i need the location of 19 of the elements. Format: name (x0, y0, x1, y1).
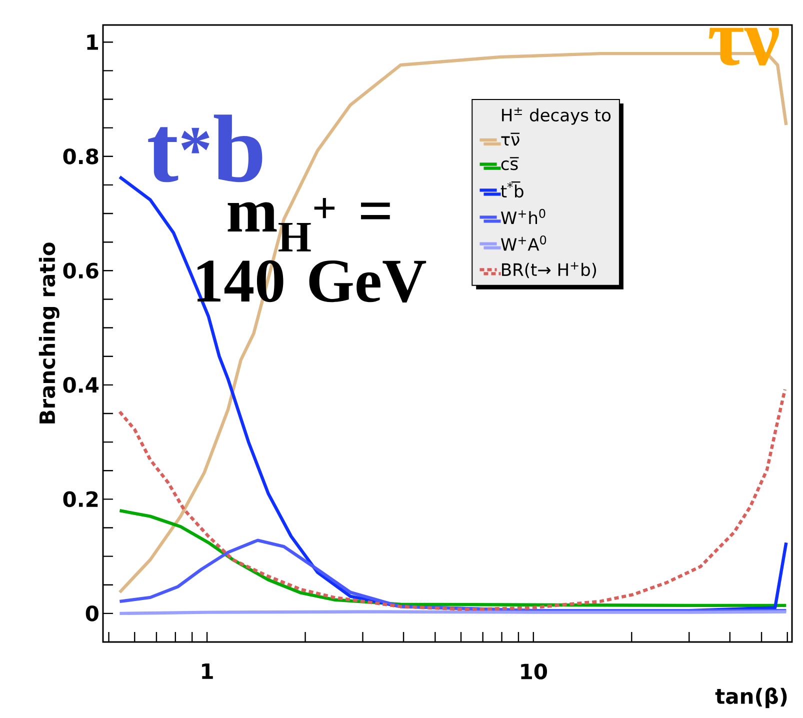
y-tick-label: 0.2 (63, 491, 98, 508)
y-tick-label: 0.4 (63, 376, 99, 393)
legend-label: t$^{*}$b̅ (500, 181, 524, 198)
legend-title: H$^{±}$ decays to (502, 108, 611, 125)
legend-label: W$^{+}$h$^{0}$ (500, 208, 546, 224)
y-axis-title: Branching ratio (38, 242, 60, 424)
y-tick-label: 1 (87, 34, 98, 50)
y-tick-label: 0.6 (63, 262, 98, 279)
legend-label: BR(t→ H$^{+}$b) (502, 262, 596, 278)
x-tick-label: 10 (521, 664, 548, 680)
legend-label: τν̅ (501, 132, 520, 146)
annotation: m$_{H}$$^{+}$ = 140 GeV (198, 198, 426, 302)
annotation: τν (709, 28, 780, 66)
legend-label: cs̅ (501, 157, 519, 170)
legend-label: W$^{+}$A$^{0}$ (500, 235, 546, 251)
x-axis-title: tan(β) (715, 688, 787, 708)
annotation: t$^{*}$b (148, 114, 262, 182)
y-tick-label: 0.8 (63, 148, 98, 164)
y-tick-label: 0 (86, 605, 98, 622)
